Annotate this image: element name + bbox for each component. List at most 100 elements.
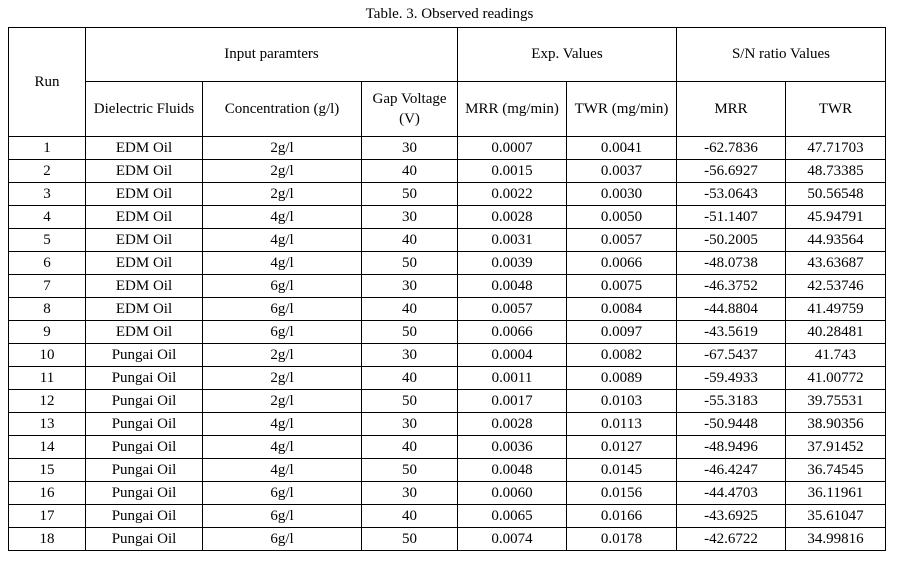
twr-exp-cell: 0.0084 (566, 297, 677, 321)
gap-voltage-cell: 40 (361, 297, 458, 321)
gap-voltage-label: Gap Voltage (372, 91, 447, 107)
mrr-sn-cell: -44.4703 (676, 481, 786, 505)
concentration-cell: 2g/l (202, 389, 362, 413)
mrr-sn-cell: -43.6925 (676, 504, 786, 528)
twr-exp-cell: 0.0030 (566, 182, 677, 206)
twr-exp-cell: 0.0103 (566, 389, 677, 413)
mrr-sn-cell: -55.3183 (676, 389, 786, 413)
gap-voltage-cell: 30 (361, 274, 458, 298)
sn-ratio-header: S/N ratio Values (676, 27, 886, 82)
input-parameters-header: Input paramters (85, 27, 458, 82)
observed-readings-table: Run Input paramters Exp. Values S/N rati… (8, 27, 886, 551)
twr-sn-cell: 34.99816 (785, 527, 886, 551)
twr-exp-cell: 0.0066 (566, 251, 677, 275)
concentration-cell: 6g/l (202, 504, 362, 528)
twr-sn-cell: 39.75531 (785, 389, 886, 413)
table-row: 13 Pungai Oil 4g/l 30 0.0028 0.0113 -50.9448 38… (8, 412, 886, 436)
mrr-exp-cell: 0.0011 (457, 366, 567, 390)
dielectric-fluid-cell: EDM Oil (85, 182, 203, 206)
mrr-sn-cell: -48.0738 (676, 251, 786, 275)
mrr-exp-cell: 0.0004 (457, 343, 567, 367)
concentration-cell: 6g/l (202, 320, 362, 344)
dielectric-fluid-cell: Pungai Oil (85, 412, 203, 436)
twr-exp-cell: 0.0156 (566, 481, 677, 505)
twr-sn-cell: 41.00772 (785, 366, 886, 390)
run-cell: 17 (8, 504, 86, 528)
mrr-exp-cell: 0.0074 (457, 527, 567, 551)
dielectric-fluid-cell: EDM Oil (85, 159, 203, 183)
concentration-cell: 2g/l (202, 136, 362, 160)
mrr-sn-cell: -46.3752 (676, 274, 786, 298)
table-row: 9 EDM Oil 6g/l 50 0.0066 0.0097 -43.5619 40.284… (8, 320, 886, 344)
mrr-exp-cell: 0.0007 (457, 136, 567, 160)
gap-voltage-cell: 30 (361, 412, 458, 436)
mrr-exp-cell: 0.0028 (457, 412, 567, 436)
gap-voltage-cell: 40 (361, 228, 458, 252)
table-row: 2 EDM Oil 2g/l 40 0.0015 0.0037 -56.6927 48.733… (8, 159, 886, 183)
table-row: 11 Pungai Oil 2g/l 40 0.0011 0.0089 -59.4933 41… (8, 366, 886, 390)
mrr-sn-cell: -42.6722 (676, 527, 786, 551)
twr-exp-cell: 0.0037 (566, 159, 677, 183)
gap-voltage-unit: (V) (399, 111, 420, 127)
mrr-exp-cell: 0.0022 (457, 182, 567, 206)
mrr-exp-cell: 0.0039 (457, 251, 567, 275)
mrr-sn-cell: -51.1407 (676, 205, 786, 229)
dielectric-fluids-header: Dielectric Fluids (85, 81, 203, 137)
mrr-exp-cell: 0.0048 (457, 274, 567, 298)
dielectric-fluid-cell: EDM Oil (85, 136, 203, 160)
table-row: 17 Pungai Oil 6g/l 40 0.0065 0.0166 -43.6925 35… (8, 504, 886, 528)
concentration-cell: 4g/l (202, 412, 362, 436)
twr-sn-cell: 42.53746 (785, 274, 886, 298)
gap-voltage-cell: 50 (361, 389, 458, 413)
mrr-sn-cell: -44.8804 (676, 297, 786, 321)
twr-exp-cell: 0.0113 (566, 412, 677, 436)
mrr-exp-cell: 0.0048 (457, 458, 567, 482)
table-row: 5 EDM Oil 4g/l 40 0.0031 0.0057 -50.2005 44.935… (8, 228, 886, 252)
twr-sn-cell: 41.743 (785, 343, 886, 367)
concentration-cell: 6g/l (202, 274, 362, 298)
run-cell: 8 (8, 297, 86, 321)
mrr-sn-cell: -67.5437 (676, 343, 786, 367)
table-row: 8 EDM Oil 6g/l 40 0.0057 0.0084 -44.8804 41.497… (8, 297, 886, 321)
twr-exp-cell: 0.0057 (566, 228, 677, 252)
dielectric-fluid-cell: EDM Oil (85, 297, 203, 321)
table-row: 12 Pungai Oil 2g/l 50 0.0017 0.0103 -55.3183 39… (8, 389, 886, 413)
twr-exp-cell: 0.0097 (566, 320, 677, 344)
twr-exp-cell: 0.0082 (566, 343, 677, 367)
run-cell: 9 (8, 320, 86, 344)
mrr-exp-cell: 0.0060 (457, 481, 567, 505)
table-row: 4 EDM Oil 4g/l 30 0.0028 0.0050 -51.1407 45.947… (8, 205, 886, 229)
twr-exp-cell: 0.0041 (566, 136, 677, 160)
table-row: 10 Pungai Oil 2g/l 30 0.0004 0.0082 -67.5437 41… (8, 343, 886, 367)
dielectric-fluid-cell: Pungai Oil (85, 458, 203, 482)
table-row: 1 EDM Oil 2g/l 30 0.0007 0.0041 -62.7836 47.717… (8, 136, 886, 160)
dielectric-fluid-cell: Pungai Oil (85, 481, 203, 505)
concentration-cell: 2g/l (202, 343, 362, 367)
table-row: 16 Pungai Oil 6g/l 30 0.0060 0.0156 -44.4703 36… (8, 481, 886, 505)
gap-voltage-cell: 50 (361, 182, 458, 206)
dielectric-fluid-cell: Pungai Oil (85, 504, 203, 528)
twr-sn-cell: 38.90356 (785, 412, 886, 436)
run-cell: 10 (8, 343, 86, 367)
twr-sn-cell: 40.28481 (785, 320, 886, 344)
mrr-exp-cell: 0.0065 (457, 504, 567, 528)
gap-voltage-cell: 40 (361, 504, 458, 528)
dielectric-fluid-cell: Pungai Oil (85, 366, 203, 390)
twr-exp-cell: 0.0178 (566, 527, 677, 551)
run-cell: 5 (8, 228, 86, 252)
mrr-sn-header: MRR (676, 81, 786, 137)
gap-voltage-cell: 40 (361, 159, 458, 183)
mrr-sn-cell: -62.7836 (676, 136, 786, 160)
dielectric-fluid-cell: EDM Oil (85, 320, 203, 344)
gap-voltage-cell: 30 (361, 343, 458, 367)
table-row: 15 Pungai Oil 4g/l 50 0.0048 0.0145 -46.4247 36… (8, 458, 886, 482)
gap-voltage-cell: 40 (361, 366, 458, 390)
dielectric-fluid-cell: EDM Oil (85, 228, 203, 252)
run-cell: 16 (8, 481, 86, 505)
table-caption: Table. 3. Observed readings (365, 6, 534, 22)
twr-sn-cell: 36.11961 (785, 481, 886, 505)
gap-voltage-header: Gap Voltage (V) (361, 81, 458, 137)
gap-voltage-cell: 50 (361, 458, 458, 482)
run-cell: 7 (8, 274, 86, 298)
mrr-exp-cell: 0.0066 (457, 320, 567, 344)
